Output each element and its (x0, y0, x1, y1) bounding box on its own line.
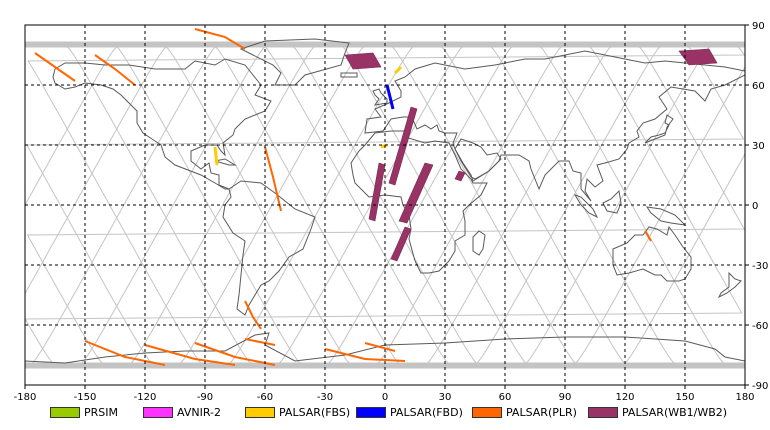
legend-item-prsim: PRSIM (50, 404, 118, 420)
y-tick-label: 30 (752, 141, 765, 152)
orbit-track (26, 42, 745, 368)
orbit-track (275, 42, 467, 368)
wb-footprint (388, 106, 418, 186)
coastline-madagascar (472, 230, 486, 256)
y-tick-label: 0 (752, 201, 758, 212)
plr-swath (244, 300, 262, 330)
coastline-sumatra (573, 194, 599, 219)
x-tick-label: 0 (382, 392, 388, 403)
x-tick-label: 180 (735, 392, 754, 403)
x-tick-label: -150 (74, 392, 97, 403)
x-tick-label: -60 (257, 392, 273, 403)
x-tick-label: 120 (615, 392, 634, 403)
graticule-grid (25, 25, 745, 385)
orbit-track (162, 42, 354, 368)
legend: PRSIM AVNIR-2 PALSAR(FBS) PALSAR(FBD) PA… (0, 401, 770, 425)
legend-label-palsar-fbs: PALSAR(FBS) (279, 405, 351, 419)
legend-swatch-prsim (50, 406, 80, 418)
x-tick-label: -30 (317, 392, 333, 403)
orbit-track (437, 42, 629, 368)
x-tick-label: -90 (197, 392, 213, 403)
coastline-south-america (222, 180, 316, 316)
plr-swath (644, 230, 652, 242)
y-tick-label: -60 (752, 321, 768, 332)
legend-label-prsim: PRSIM (84, 405, 118, 419)
legend-item-palsar-fbd: PALSAR(FBD) (356, 404, 463, 420)
legend-swatch-palsar-fbd (356, 406, 386, 418)
fbs-swath (393, 65, 403, 75)
coastline-borneo (602, 189, 622, 214)
y-tick-label: 90 (752, 21, 765, 32)
longitude-tick-labels: -180 -150 -120 -90 -60 -30 0 30 60 90 120 150 180 (14, 385, 755, 403)
wb-footprint (398, 162, 434, 224)
coastline-greenland (239, 38, 350, 86)
plr-swath (94, 54, 136, 86)
plr-swath (324, 348, 406, 362)
legend-swatch-palsar-plr (472, 406, 502, 418)
legend-label-palsar-fbd: PALSAR(FBD) (390, 405, 463, 419)
plr-swath (144, 344, 236, 366)
x-tick-label: 150 (675, 392, 694, 403)
x-tick-label: 60 (499, 392, 512, 403)
plr-swath (244, 338, 276, 346)
orbit-track (472, 42, 665, 368)
legend-item-avnir2: AVNIR-2 (143, 404, 221, 420)
orbit-track (126, 42, 319, 368)
wb-footprint (678, 48, 718, 66)
legend-swatch-palsar-fbs (245, 406, 275, 418)
coastline-japan (644, 114, 674, 144)
wb-footprint (390, 226, 412, 262)
orbit-track (25, 42, 745, 368)
plr-swath (194, 342, 276, 366)
coastline-cuba (214, 158, 237, 166)
coastline-north-america (52, 58, 272, 190)
x-tick-label: -180 (14, 392, 37, 403)
orbit-track (522, 42, 714, 368)
y-tick-label: -30 (752, 261, 768, 272)
fbd-swath (385, 84, 395, 110)
legend-swatch-palsar-wb (588, 406, 618, 418)
plr-swath (264, 146, 282, 212)
legend-label-palsar-wb: PALSAR(WB1/WB2) (622, 405, 728, 419)
x-tick-label: -120 (134, 392, 157, 403)
acquisition-footprints (34, 28, 718, 366)
legend-swatch-avnir2 (143, 406, 173, 418)
coastline-new-zealand (717, 271, 742, 299)
legend-item-palsar-wb: PALSAR(WB1/WB2) (588, 404, 727, 420)
coastline-uk (372, 88, 388, 106)
coastline-iceland (340, 72, 358, 78)
plr-swath (84, 340, 166, 366)
latitude-tick-labels: 90 60 30 0 -30 -60 -90 (745, 21, 768, 392)
legend-item-palsar-plr: PALSAR(PLR) (472, 404, 577, 420)
orbit-track (77, 42, 269, 368)
fbs-swath (213, 146, 219, 166)
orbit-track (324, 42, 516, 368)
orbit-track (486, 42, 679, 368)
coastline-new-guinea (645, 206, 687, 226)
wb-footprint (368, 162, 386, 222)
legend-label-avnir2: AVNIR-2 (177, 405, 221, 419)
legend-label-palsar-plr: PALSAR(PLR) (506, 405, 577, 419)
x-tick-label: 90 (559, 392, 572, 403)
y-tick-label: 60 (752, 81, 765, 92)
coastline-arabia (454, 138, 502, 180)
x-tick-label: 30 (439, 392, 452, 403)
plr-swath (34, 52, 76, 82)
legend-item-palsar-fbs: PALSAR(FBS) (245, 404, 350, 420)
wb-footprint (454, 170, 466, 182)
y-tick-label: -90 (752, 381, 768, 392)
wb-footprint (344, 52, 382, 70)
plr-swath (364, 342, 396, 352)
orbit-track (112, 42, 305, 368)
